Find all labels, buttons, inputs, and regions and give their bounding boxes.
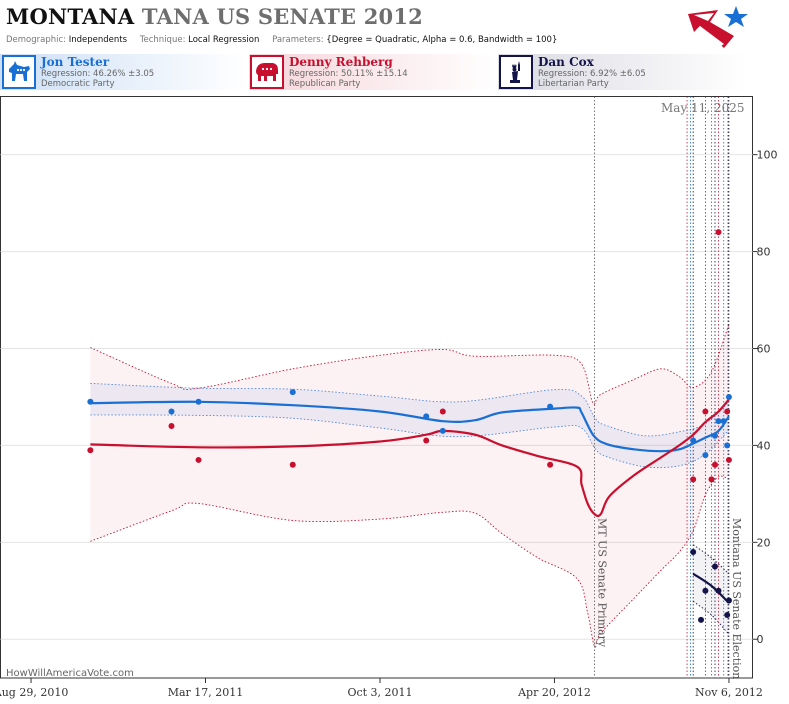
candidate-regression: Regression: 50.11% ±15.14 (289, 69, 408, 79)
candidate-cox: Dan Cox Regression: 6.92% ±6.05 Libertar… (499, 52, 747, 92)
x-tick-label: Apr 20, 2012 (517, 686, 591, 699)
poll-point (725, 456, 732, 463)
legend-gradients (0, 54, 748, 90)
poll-point (698, 616, 705, 623)
poll-point (715, 587, 722, 594)
technique-value: Local Regression (188, 35, 260, 45)
candidate-legend: Jon Tester Regression: 46.26% ±3.05 Demo… (0, 52, 789, 92)
candidate-name: Denny Rehberg (289, 55, 393, 69)
poll-point (724, 442, 731, 449)
parameters-line: Demographic: Independents Technique: Loc… (6, 35, 567, 45)
poll-point (423, 413, 430, 420)
confidence-band (693, 544, 729, 635)
y-tick-label: 60 (757, 342, 771, 355)
poll-point (547, 403, 554, 410)
poll-point (289, 389, 296, 396)
band-lower-line (90, 475, 730, 648)
band-lower-line (692, 601, 730, 635)
poll-point (439, 408, 446, 415)
poll-chart: 0 20 40 60 80 100 Aug 29, 2010 Mar 17, 2011 Oct … (0, 96, 778, 699)
parameters-value: {Degree = Quadratic, Alpha = 0.6, Bandwi… (326, 35, 558, 45)
poll-point (439, 427, 446, 434)
poll-point (711, 432, 718, 439)
title-race: TANA US SENATE 2012 (141, 4, 423, 29)
current-date-label: May 11, 2025 (661, 101, 744, 115)
elephant-icon (250, 55, 284, 89)
title-state: MONTANA (6, 4, 135, 29)
poll-point (423, 437, 430, 444)
poll-point (725, 597, 732, 604)
y-tick-label: 0 (757, 633, 764, 646)
candidate-party: Republican Party (289, 79, 361, 89)
candidate-regression: Regression: 6.92% ±6.05 (538, 69, 646, 79)
event-label: MT US Senate Primary (596, 518, 609, 648)
poll-point (720, 418, 727, 425)
x-tick-label: Oct 3, 2011 (347, 686, 412, 699)
poll-point (195, 398, 202, 405)
technique-label: Technique: (139, 35, 186, 45)
page-title: MONTANA TANA US SENATE 2012 (6, 4, 423, 29)
liberty-icon (499, 55, 533, 89)
regression-line (90, 398, 730, 518)
poll-point (289, 461, 296, 468)
poll-point (702, 587, 709, 594)
poll-point (708, 476, 715, 483)
candidate-tester: Jon Tester Regression: 46.26% ±3.05 Demo… (2, 52, 248, 92)
demographic-value: Independents (68, 35, 128, 45)
donkey-icon (2, 55, 36, 89)
candidate-regression: Regression: 46.26% ±3.05 (41, 69, 155, 79)
x-tick-label: Mar 17, 2011 (168, 686, 244, 699)
poll-point (87, 447, 94, 454)
site-credit: HowWillAmericaVote.com (6, 668, 134, 679)
y-tick-label: 100 (757, 149, 778, 162)
confidence-band (90, 383, 729, 468)
y-tick-label: 80 (757, 246, 771, 259)
regression-line (692, 572, 730, 604)
candidate-rehberg: Denny Rehberg Regression: 50.11% ±15.14 … (250, 52, 496, 92)
demographic-label: Demographic: (6, 35, 67, 45)
poll-point (87, 398, 94, 405)
candidate-party: Libertarian Party (538, 79, 609, 89)
poll-point (702, 408, 709, 415)
poll-point (711, 461, 718, 468)
star-logo-icon (688, 6, 748, 48)
x-tick-label: Aug 29, 2010 (0, 686, 68, 699)
candidate-party: Democratic Party (41, 79, 115, 89)
poll-point (195, 456, 202, 463)
poll-point (690, 437, 697, 444)
poll-point (715, 229, 722, 236)
poll-point (715, 418, 722, 425)
event-label: Montana US Senate Election (730, 518, 743, 679)
parameters-label: Parameters: (272, 35, 324, 45)
poll-point (690, 549, 697, 556)
candidate-name: Dan Cox (538, 55, 594, 69)
y-tick-label: 20 (757, 536, 771, 549)
poll-point (168, 408, 175, 415)
poll-point (690, 476, 697, 483)
poll-point (724, 408, 731, 415)
band-lower-line (90, 414, 730, 469)
regression-line (90, 400, 730, 453)
poll-point (168, 423, 175, 430)
poll-point (725, 393, 732, 400)
y-tick-label: 40 (757, 439, 771, 452)
poll-point (702, 452, 709, 459)
x-tick-label: Nov 6, 2012 (695, 686, 763, 699)
poll-point (547, 461, 554, 468)
confidence-band (90, 324, 729, 648)
poll-point (711, 563, 718, 570)
candidate-name: Jon Tester (41, 55, 110, 69)
poll-point (724, 612, 731, 619)
band-upper-line (90, 382, 730, 437)
plot-frame (0, 96, 753, 679)
